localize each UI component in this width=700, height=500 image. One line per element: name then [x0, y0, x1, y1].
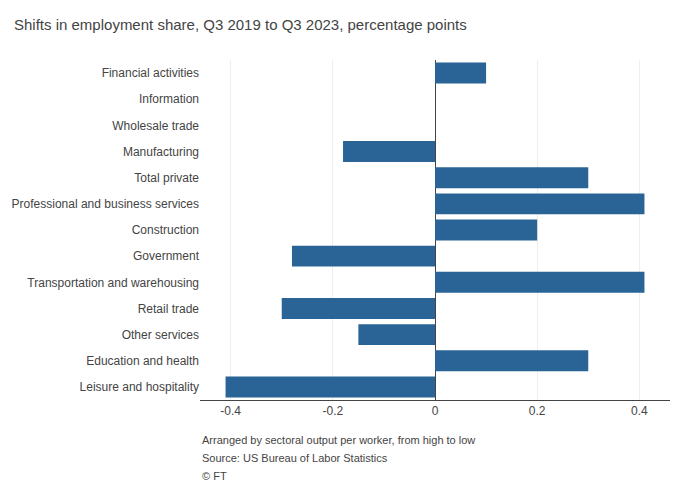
svg-text:Transportation and warehousing: Transportation and warehousing: [27, 276, 199, 290]
svg-text:Arranged by sectoral output pe: Arranged by sectoral output per worker, …: [202, 434, 475, 446]
svg-text:0.4: 0.4: [631, 404, 648, 418]
svg-text:Construction: Construction: [132, 223, 199, 237]
svg-text:Manufacturing: Manufacturing: [123, 145, 199, 159]
svg-text:Government: Government: [133, 249, 200, 263]
svg-text:Shifts in employment share, Q3: Shifts in employment share, Q3 2019 to Q…: [14, 16, 467, 33]
svg-text:Wholesale trade: Wholesale trade: [112, 119, 199, 133]
svg-text:-0.4: -0.4: [220, 404, 241, 418]
svg-text:0: 0: [432, 404, 439, 418]
svg-text:Education and health: Education and health: [86, 354, 199, 368]
svg-text:Financial activities: Financial activities: [102, 66, 199, 80]
svg-text:Total private: Total private: [134, 171, 199, 185]
svg-text:© FT: © FT: [202, 470, 227, 482]
svg-text:Other services: Other services: [122, 328, 199, 342]
svg-text:-0.2: -0.2: [322, 404, 343, 418]
svg-text:Retail trade: Retail trade: [138, 302, 200, 316]
svg-text:Source: US Bureau of Labor Sta: Source: US Bureau of Labor Statistics: [202, 452, 388, 464]
svg-text:Leisure and hospitality: Leisure and hospitality: [80, 380, 199, 394]
svg-text:Information: Information: [139, 92, 199, 106]
svg-text:0.2: 0.2: [529, 404, 546, 418]
svg-text:Professional and business serv: Professional and business services: [12, 197, 199, 211]
